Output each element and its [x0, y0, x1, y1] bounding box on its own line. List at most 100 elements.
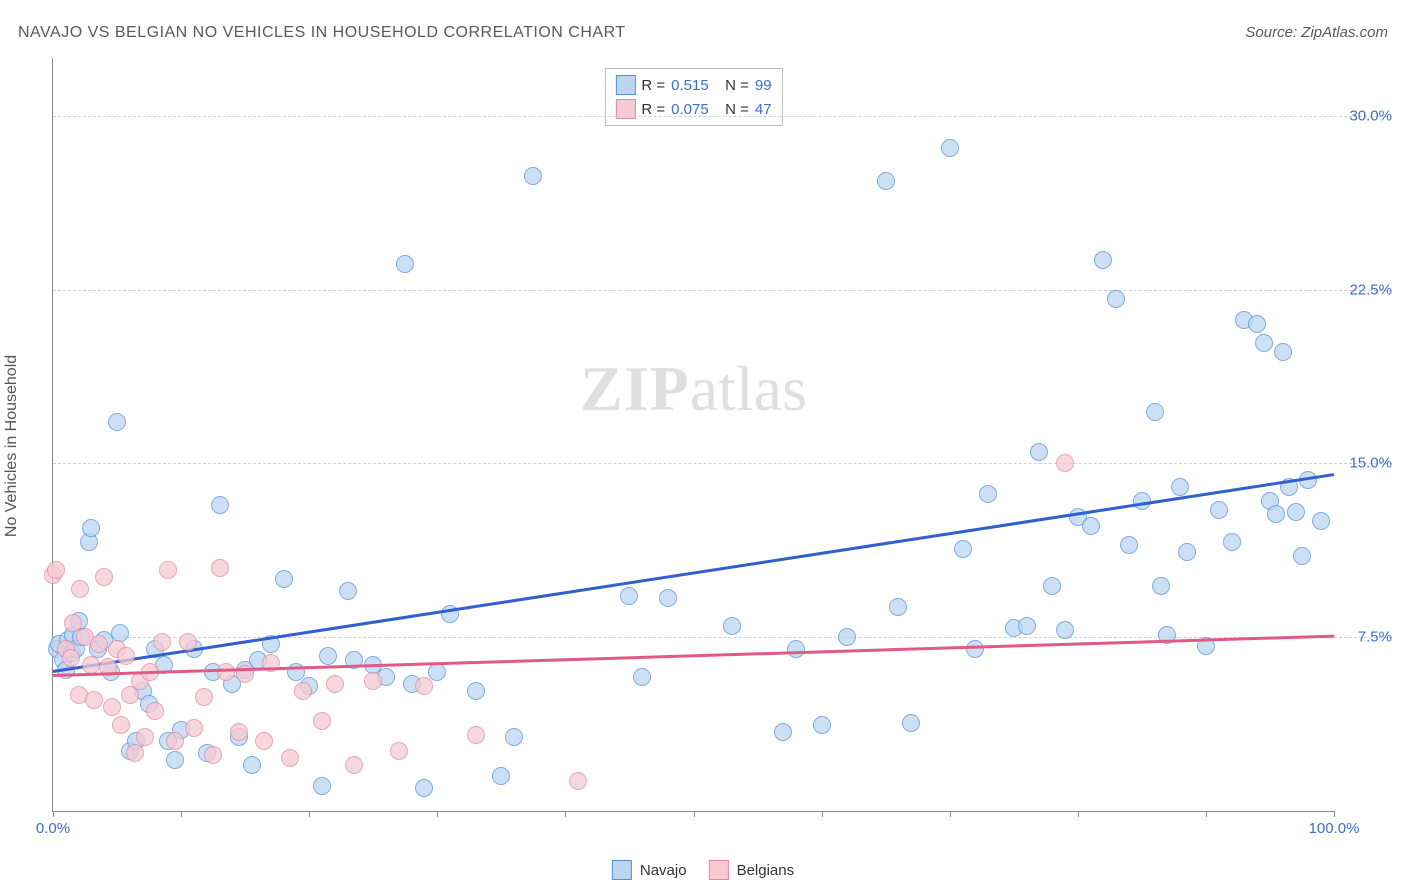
- data-point: [185, 719, 203, 737]
- legend-swatch: [615, 75, 635, 95]
- data-point: [1171, 478, 1189, 496]
- data-point: [294, 682, 312, 700]
- x-tick: [437, 811, 438, 817]
- data-point: [1293, 547, 1311, 565]
- x-tick: [309, 811, 310, 817]
- data-point: [813, 716, 831, 734]
- data-point: [313, 712, 331, 730]
- gridline: [53, 116, 1392, 117]
- data-point: [108, 413, 126, 431]
- data-point: [467, 726, 485, 744]
- data-point: [85, 691, 103, 709]
- data-point: [243, 756, 261, 774]
- data-point: [82, 656, 100, 674]
- legend-series-label: Navajo: [640, 862, 687, 879]
- watermark-part-b: atlas: [690, 353, 807, 424]
- data-point: [47, 561, 65, 579]
- watermark: ZIPatlas: [580, 352, 807, 426]
- data-point: [103, 698, 121, 716]
- data-point: [326, 675, 344, 693]
- data-point: [111, 624, 129, 642]
- data-point: [1030, 443, 1048, 461]
- data-point: [838, 628, 856, 646]
- data-point: [1146, 403, 1164, 421]
- legend-stats-row: R =0.515N =99: [615, 73, 771, 97]
- x-tick: [565, 811, 566, 817]
- data-point: [146, 702, 164, 720]
- data-point: [117, 647, 135, 665]
- data-point: [217, 663, 235, 681]
- y-axis-title: No Vehicles in Household: [3, 355, 21, 537]
- y-tick-label: 15.0%: [1338, 455, 1392, 472]
- data-point: [281, 749, 299, 767]
- data-point: [787, 640, 805, 658]
- data-point: [569, 772, 587, 790]
- x-tick: [181, 811, 182, 817]
- gridline: [53, 463, 1392, 464]
- data-point: [136, 728, 154, 746]
- x-tick: [950, 811, 951, 817]
- data-point: [211, 496, 229, 514]
- gridline: [53, 290, 1392, 291]
- data-point: [415, 677, 433, 695]
- legend-swatch: [612, 860, 632, 880]
- data-point: [633, 668, 651, 686]
- data-point: [153, 633, 171, 651]
- legend-series-item: Belgians: [709, 860, 795, 880]
- data-point: [979, 485, 997, 503]
- legend-r-label: R =: [641, 77, 665, 94]
- source-credit: Source: ZipAtlas.com: [1245, 24, 1388, 41]
- data-point: [889, 598, 907, 616]
- data-point: [941, 139, 959, 157]
- data-point: [1056, 621, 1074, 639]
- data-point: [1210, 501, 1228, 519]
- data-point: [1312, 512, 1330, 530]
- legend-stats: R =0.515N =99R =0.075N =47: [604, 68, 782, 126]
- data-point: [1223, 533, 1241, 551]
- data-point: [877, 172, 895, 190]
- data-point: [902, 714, 920, 732]
- data-point: [112, 716, 130, 734]
- data-point: [1248, 315, 1266, 333]
- data-point: [82, 519, 100, 537]
- data-point: [492, 767, 510, 785]
- data-point: [71, 580, 89, 598]
- data-point: [1120, 536, 1138, 554]
- data-point: [1082, 517, 1100, 535]
- scatter-plot: ZIPatlas R =0.515N =99R =0.075N =47 7.5%…: [52, 58, 1334, 812]
- legend-n-label: N =: [725, 77, 749, 94]
- data-point: [954, 540, 972, 558]
- data-point: [1255, 334, 1273, 352]
- data-point: [275, 570, 293, 588]
- legend-series-item: Navajo: [612, 860, 687, 880]
- data-point: [1274, 343, 1292, 361]
- data-point: [524, 167, 542, 185]
- data-point: [166, 732, 184, 750]
- data-point: [204, 746, 222, 764]
- data-point: [1267, 505, 1285, 523]
- data-point: [723, 617, 741, 635]
- x-tick-label: 100.0%: [1309, 820, 1360, 837]
- data-point: [126, 744, 144, 762]
- data-point: [95, 568, 113, 586]
- data-point: [966, 640, 984, 658]
- data-point: [1056, 454, 1074, 472]
- data-point: [195, 688, 213, 706]
- data-point: [1152, 577, 1170, 595]
- data-point: [166, 751, 184, 769]
- data-point: [339, 582, 357, 600]
- x-tick: [53, 811, 54, 817]
- x-tick-label: 0.0%: [36, 820, 70, 837]
- data-point: [659, 589, 677, 607]
- data-point: [774, 723, 792, 741]
- chart-title: NAVAJO VS BELGIAN NO VEHICLES IN HOUSEHO…: [18, 24, 626, 42]
- source-link[interactable]: ZipAtlas.com: [1301, 24, 1388, 41]
- data-point: [319, 647, 337, 665]
- x-tick: [1078, 811, 1079, 817]
- legend-r-value: 0.515: [671, 77, 719, 94]
- x-tick: [1206, 811, 1207, 817]
- data-point: [415, 779, 433, 797]
- data-point: [1107, 290, 1125, 308]
- data-point: [1018, 617, 1036, 635]
- data-point: [179, 633, 197, 651]
